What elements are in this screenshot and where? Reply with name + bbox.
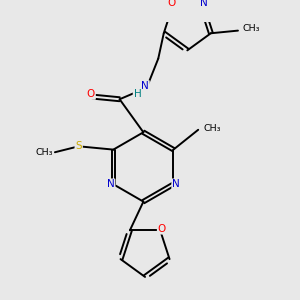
Text: N: N <box>200 0 207 8</box>
Text: H: H <box>134 88 141 99</box>
Text: N: N <box>172 179 180 189</box>
Text: O: O <box>158 224 166 234</box>
Text: O: O <box>167 0 175 8</box>
Text: CH₃: CH₃ <box>36 148 53 157</box>
Text: CH₃: CH₃ <box>243 25 260 34</box>
Text: N: N <box>141 81 149 91</box>
Text: O: O <box>87 89 95 99</box>
Text: CH₃: CH₃ <box>203 124 220 133</box>
Text: N: N <box>107 179 115 189</box>
Text: S: S <box>75 141 82 151</box>
